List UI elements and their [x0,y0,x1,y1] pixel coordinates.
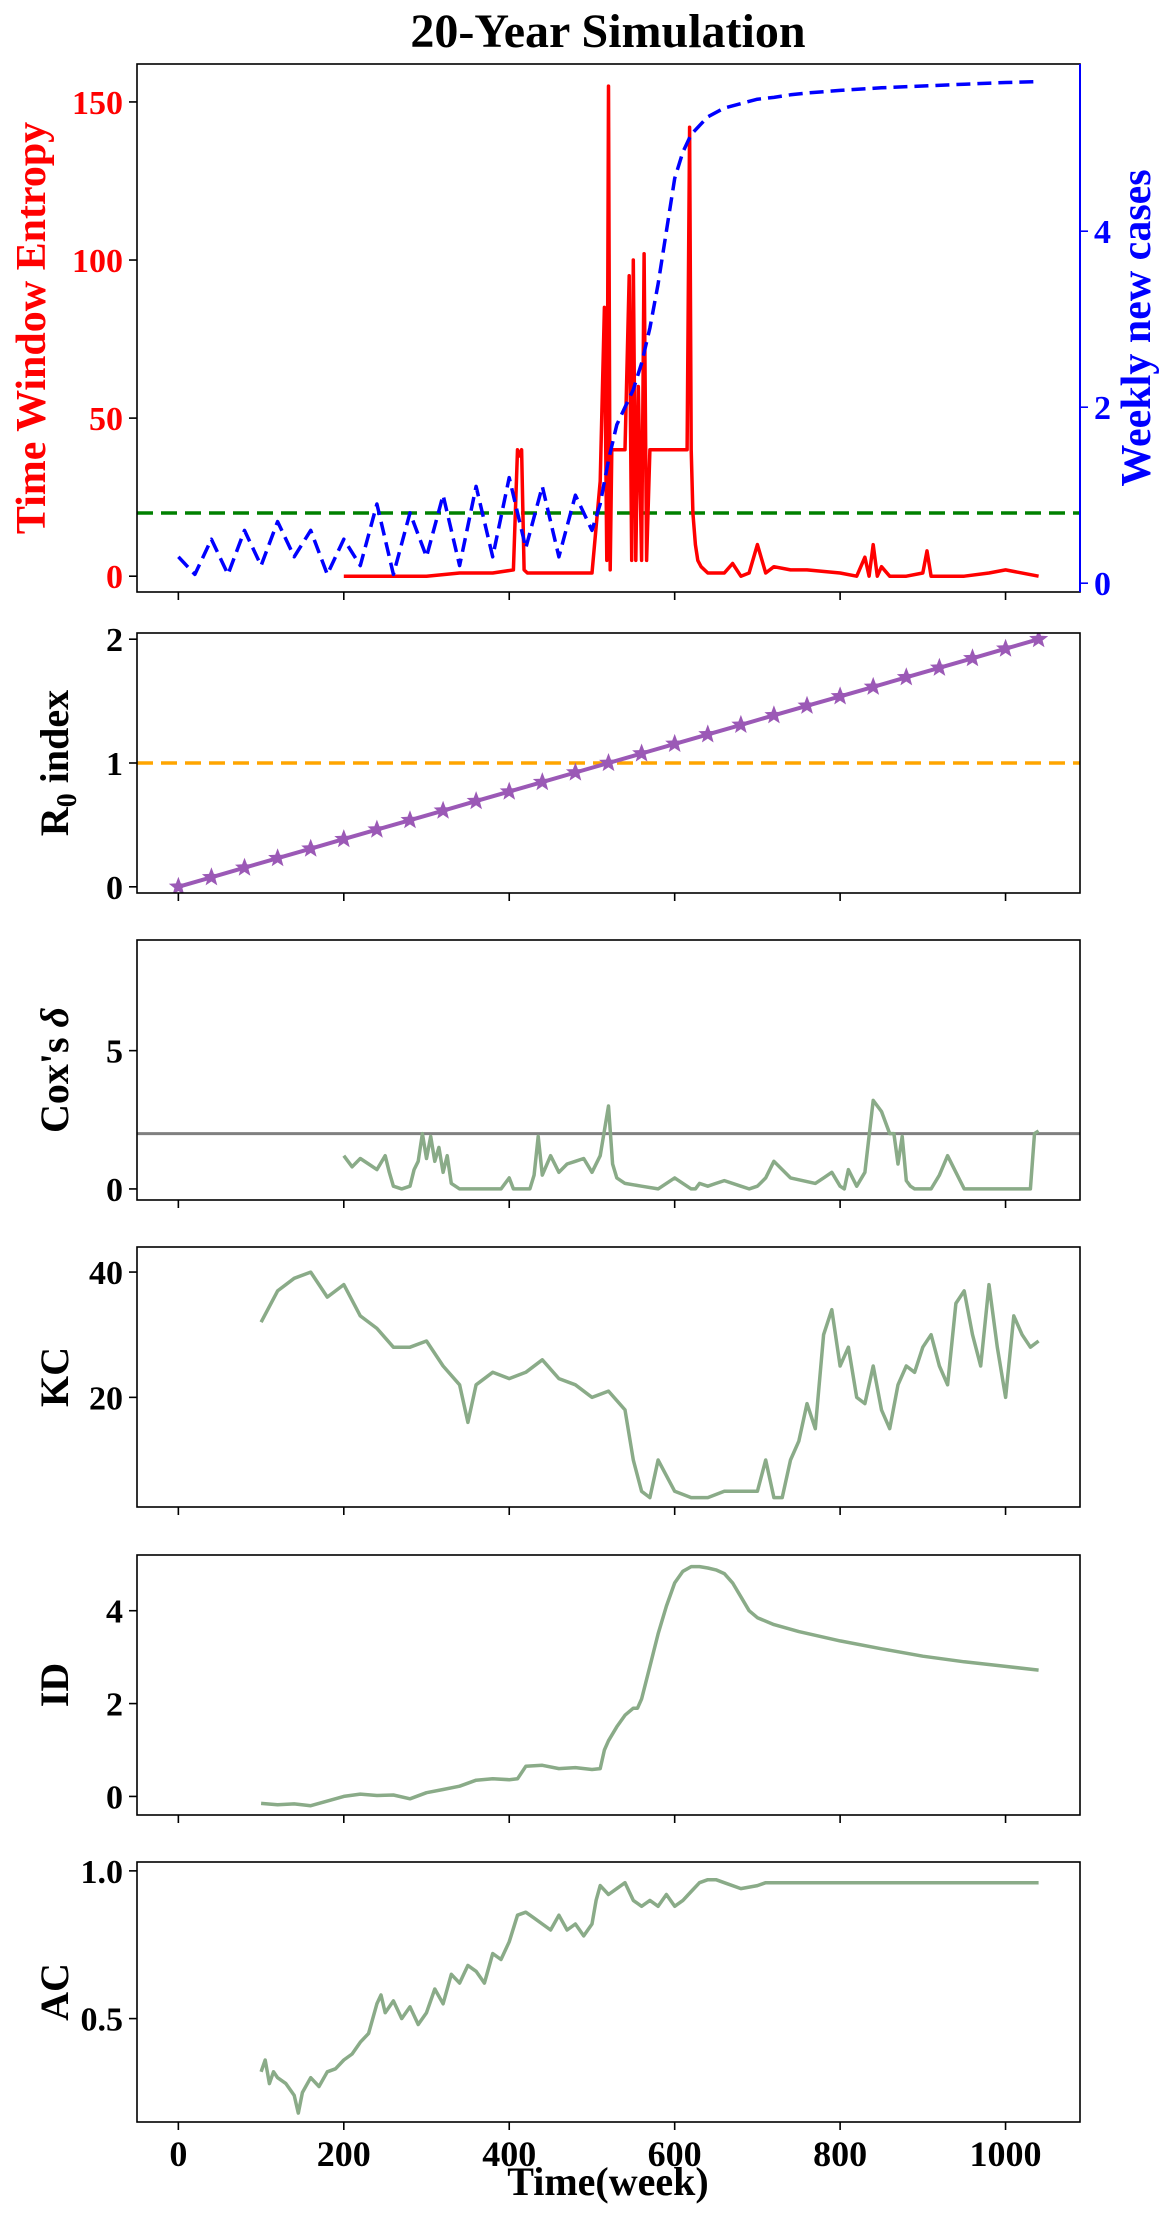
y-tick-label-ac-1: 1.0 [81,1854,124,1891]
x-tick-label-0: 0 [169,2134,187,2174]
y-tick-label-entropy-0: 0 [106,559,123,596]
data-point-r0-22 [896,667,916,686]
data-point-r0-8 [433,800,453,819]
y-tick-label-entropy-1: 50 [89,401,123,438]
panel-r0: 0 1 2 R0 index [32,622,1081,907]
y-axis-label-id: ID [32,1663,77,1707]
x-axis-label: Time(week) [507,2159,708,2204]
plot-area-kc [259,1270,1040,1500]
y-tick-label-id-2: 4 [106,1594,123,1631]
panel-kc: 20 40 KC [32,1246,1081,1515]
data-point-r0-25 [996,638,1016,657]
x-tick-label-200: 200 [317,2134,371,2174]
y-tick-label-r0-2: 2 [106,622,123,659]
data-point-r0-12 [565,762,585,781]
y-tick-label-cox-1: 5 [106,1034,123,1071]
axes-frame-kc [136,1246,1081,1508]
y-tick-label-id-1: 2 [106,1687,123,1724]
axes-frame-ac [136,1861,1081,2123]
data-point-r0-14 [632,743,652,762]
y-tick-label-r0-0: 0 [106,870,123,907]
y-tick-label-entropy-3: 150 [72,85,123,122]
x-tick-label-800: 800 [813,2134,867,2174]
plot-area-ac [259,1877,1039,2115]
data-point-r0-21 [863,676,883,695]
data-point-r0-23 [929,657,949,676]
data-point-r0-15 [665,733,685,752]
y-tick-label-kc-0: 20 [89,1380,123,1417]
panel-ac: 0 200 400 600 800 1000 0.5 1.0 AC [32,1854,1081,2174]
x-tick-label-400: 400 [482,2134,536,2174]
data-point-r0-9 [466,791,486,810]
y-right-tick-label-2: 4 [1094,214,1111,251]
data-point-r0-24 [963,648,982,667]
series-line-id-0 [260,1564,1039,1808]
y-axis-label-r0: R0 index [32,690,83,836]
plot-area-id [260,1564,1039,1808]
axes-frame-id [136,1554,1081,1816]
y-right-tick-label-1: 2 [1094,390,1111,427]
data-point-r0-5 [334,829,354,848]
series-line-kc-0 [259,1270,1040,1500]
axes-frame-cox [136,939,1081,1201]
plot-area-r0 [137,633,1080,893]
data-point-r0-0 [168,876,188,893]
plot-area-cox [137,1098,1080,1191]
y-right-tick-label-0: 0 [1094,566,1111,603]
data-point-r0-13 [599,753,618,772]
data-point-r0-2 [235,857,254,876]
data-point-r0-26 [1029,633,1049,648]
data-point-r0-3 [268,848,288,867]
y-tick-label-kc-1: 40 [89,1255,123,1292]
y-tick-label-entropy-2: 100 [72,243,123,280]
series-line-cox-0 [342,1098,1040,1191]
data-point-r0-11 [532,772,552,791]
data-point-r0-10 [499,781,519,800]
panel-entropy: 0 50 100 150 0 2 4 Weekly new cases Time Window … [9,63,1160,603]
data-point-r0-6 [367,819,387,838]
data-point-r0-1 [201,867,221,886]
chart-title: 20-Year Simulation [410,5,805,58]
y-axis-label-entropy: Time Window Entropy [9,122,55,534]
y-tick-label-id-0: 0 [106,1779,123,1816]
data-point-r0-19 [797,695,817,714]
data-point-r0-4 [301,838,321,857]
y-tick-label-r0-1: 1 [106,746,123,783]
data-point-r0-16 [698,724,718,743]
data-point-r0-20 [830,686,850,705]
series-line-entropy-1 [177,79,1039,577]
y-axis-label-cox: Cox's δ [32,1007,77,1133]
y-tick-label-ac-0: 0.5 [81,2002,124,2039]
y-axis-label-kc: KC [32,1347,77,1407]
y-axis-label-ac: AC [32,1963,77,2021]
plot-area-entropy [137,79,1080,578]
data-point-r0-17 [731,714,751,733]
series-line-entropy-0 [343,84,1039,578]
x-tick-label-600: 600 [648,2134,702,2174]
series-line-ac-0 [259,1877,1039,2115]
y-tick-label-cox-0: 0 [106,1172,123,1209]
panel-id: 0 2 4 ID [32,1554,1081,1823]
y-axis-label-right: Weekly new cases [1114,169,1160,486]
x-tick-label-1000: 1000 [970,2134,1042,2174]
data-point-r0-18 [764,705,784,724]
data-point-r0-7 [400,810,420,829]
panel-cox: 0 5 Cox's δ [32,939,1081,1209]
